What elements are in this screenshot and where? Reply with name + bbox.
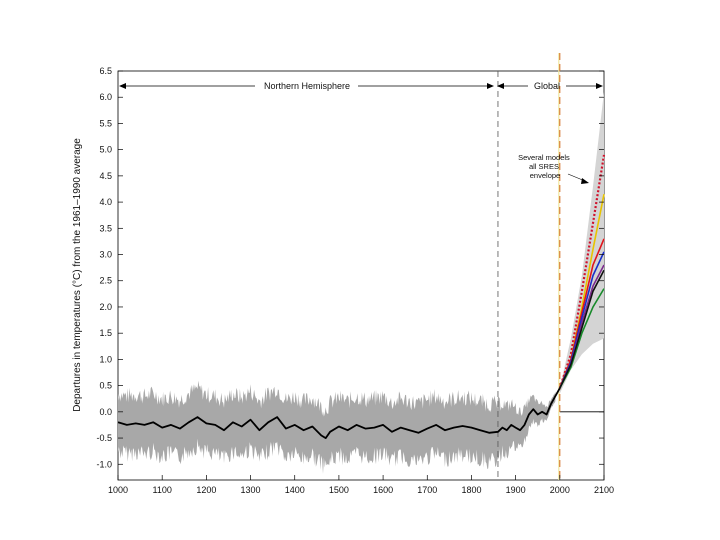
y-tick-label-0.0: 0.0 (99, 407, 112, 417)
x-tick-label-1400: 1400 (285, 485, 305, 495)
x-tick-label-1200: 1200 (196, 485, 216, 495)
x-tick-label-1100: 1100 (153, 485, 172, 495)
x-tick-label-1500: 1500 (329, 485, 349, 495)
historical-line (117, 387, 561, 440)
annotation-arrowhead (581, 178, 589, 184)
y-tick-label-4.0: 4.0 (99, 197, 112, 207)
y-tick-label-3.0: 3.0 (99, 250, 112, 260)
scenario-line-black (559, 269, 605, 389)
y-tick-label--1.0: -1.0 (96, 459, 112, 469)
region-northern-label: Northern Hemisphere (264, 81, 350, 91)
y-tick-label-0.5: 0.5 (99, 381, 112, 391)
annotation-line-1: Several models (518, 153, 570, 162)
region-global-arrow (497, 83, 603, 89)
y-tick-label-3.5: 3.5 (99, 223, 112, 233)
y-tick-label-6.5: 6.5 (99, 66, 112, 76)
region-northern-arrow (119, 83, 494, 89)
y-tick-label-2.0: 2.0 (99, 302, 112, 312)
region-global-label: Global (534, 81, 560, 91)
annotation-line-2: all SRES (529, 162, 559, 171)
projection-envelope (559, 92, 604, 394)
x-tick-label-1700: 1700 (417, 485, 437, 495)
annotation-line-3: envelope (530, 171, 560, 180)
y-tick-label-1.0: 1.0 (99, 354, 112, 364)
y-axis-label: Departures in temperatures (°C) from the… (72, 138, 83, 412)
x-tick-label-1000: 1000 (108, 485, 128, 495)
x-tick-label-1900: 1900 (506, 485, 526, 495)
y-tick-label--0.5: -0.5 (96, 433, 112, 443)
x-tick-label-2100: 2100 (594, 485, 614, 495)
y-tick-label-6.0: 6.0 (99, 92, 112, 102)
x-tick-label-2000: 2000 (550, 485, 570, 495)
y-tick-label-2.5: 2.5 (99, 276, 112, 286)
annotation-text: Several models all SRES envelope (518, 153, 572, 180)
y-tick-label-5.0: 5.0 (99, 145, 112, 155)
x-tick-label-1800: 1800 (461, 485, 481, 495)
y-tick-label-1.5: 1.5 (99, 328, 112, 338)
y-tick-label-4.5: 4.5 (99, 171, 112, 181)
x-tick-label-1600: 1600 (373, 485, 393, 495)
x-tick-label-1300: 1300 (241, 485, 261, 495)
y-tick-label-5.5: 5.5 (99, 118, 112, 128)
